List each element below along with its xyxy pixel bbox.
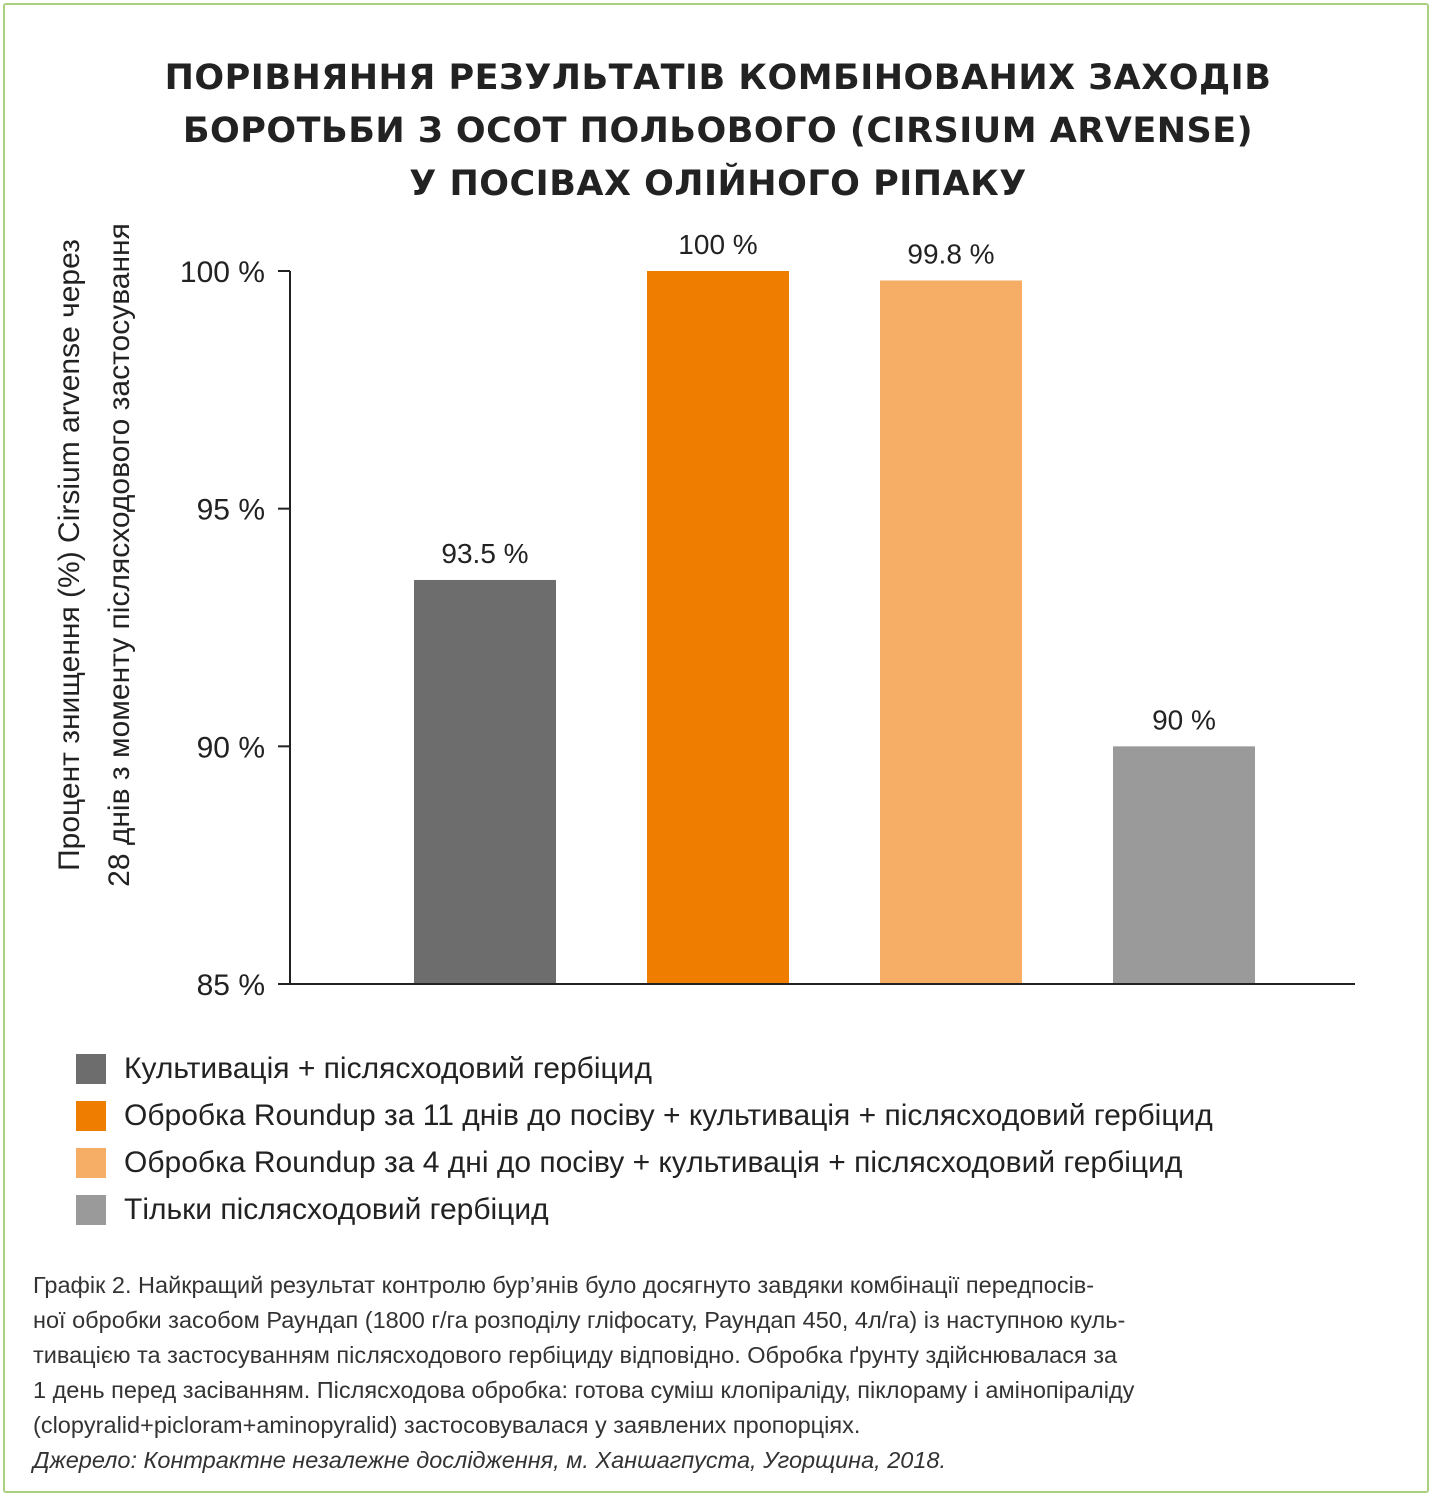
y-tick-label: 95 %	[197, 494, 265, 527]
legend-label: Тільки післясходовий гербіцид	[124, 1192, 549, 1226]
legend-item: Тільки післясходовий гербіцид	[76, 1186, 1213, 1233]
bar	[880, 280, 1022, 984]
figure-caption: Графік 2. Найкращий результат контролю б…	[33, 1268, 1411, 1478]
y-axis-label: Процент знищення (%) Cirsium arvense чер…	[53, 223, 136, 887]
data-labels: 93.5 % 100 % 99.8 % 90 %	[441, 229, 1216, 735]
bar-value-label: 99.8 %	[907, 239, 994, 270]
legend-item: Культивація + післясходовий гербіцид	[76, 1045, 1213, 1092]
y-axis-label-line: Процент знищення (%) Cirsium arvense чер…	[53, 239, 86, 871]
caption-line: ної обробки засобом Раундап (1800 г/га р…	[33, 1307, 1126, 1333]
y-axis-label-line: 28 днів з моменту післясходового застосу…	[103, 223, 136, 887]
bar-chart: Процент знищення (%) Cirsium arvense чер…	[53, 223, 1355, 1002]
chart-title: ПОРІВНЯННЯ РЕЗУЛЬТАТІВ КОМБІНОВАНИХ ЗАХО…	[0, 52, 1436, 211]
chart-title-line: ПОРІВНЯННЯ РЕЗУЛЬТАТІВ КОМБІНОВАНИХ ЗАХО…	[164, 58, 1272, 98]
y-tick-label: 90 %	[197, 731, 265, 764]
bar	[414, 579, 556, 984]
y-tick-label: 100 %	[180, 256, 265, 289]
chart-title-line: У ПОСІВАХ ОЛІЙНОГО РІПАКУ	[409, 164, 1027, 204]
caption-line: (clopyralid+picloram+aminopyralid) засто…	[33, 1412, 861, 1438]
legend-label: Обробка Roundup за 11 днів до посіву + к…	[124, 1098, 1213, 1132]
bar-series	[414, 271, 1255, 984]
bar	[647, 271, 789, 984]
caption-line: тивацією та застосуванням післясходового…	[33, 1342, 1118, 1368]
legend-swatch	[76, 1147, 106, 1178]
legend-swatch	[76, 1053, 106, 1084]
caption-line: 1 день перед засіванням. Післясходова об…	[33, 1377, 1135, 1403]
caption-line: Графік 2. Найкращий результат контролю б…	[33, 1272, 1095, 1298]
y-tick-label: 85 %	[197, 969, 265, 1002]
bar	[1113, 746, 1255, 984]
y-axis-ticks: 100 % 95 % 90 % 85 %	[180, 256, 290, 1002]
bar-value-label: 90 %	[1152, 704, 1216, 735]
legend-swatch	[76, 1194, 106, 1225]
legend-swatch	[76, 1100, 106, 1131]
source-note: Джерело: Контрактне незалежне дослідженн…	[33, 1447, 947, 1473]
bar-value-label: 100 %	[678, 229, 757, 260]
legend: Культивація + післясходовий гербіцид Обр…	[76, 1045, 1213, 1233]
legend-label: Культивація + післясходовий гербіцид	[124, 1051, 652, 1085]
chart-title-line: БОРОТЬБИ З ОСОТ ПОЛЬОВОГО (CIRSIUM ARVEN…	[182, 111, 1254, 151]
legend-item: Обробка Roundup за 4 дні до посіву + кул…	[76, 1139, 1213, 1186]
legend-item: Обробка Roundup за 11 днів до посіву + к…	[76, 1092, 1213, 1139]
legend-label: Обробка Roundup за 4 дні до посіву + кул…	[124, 1145, 1183, 1179]
bar-value-label: 93.5 %	[441, 538, 528, 569]
